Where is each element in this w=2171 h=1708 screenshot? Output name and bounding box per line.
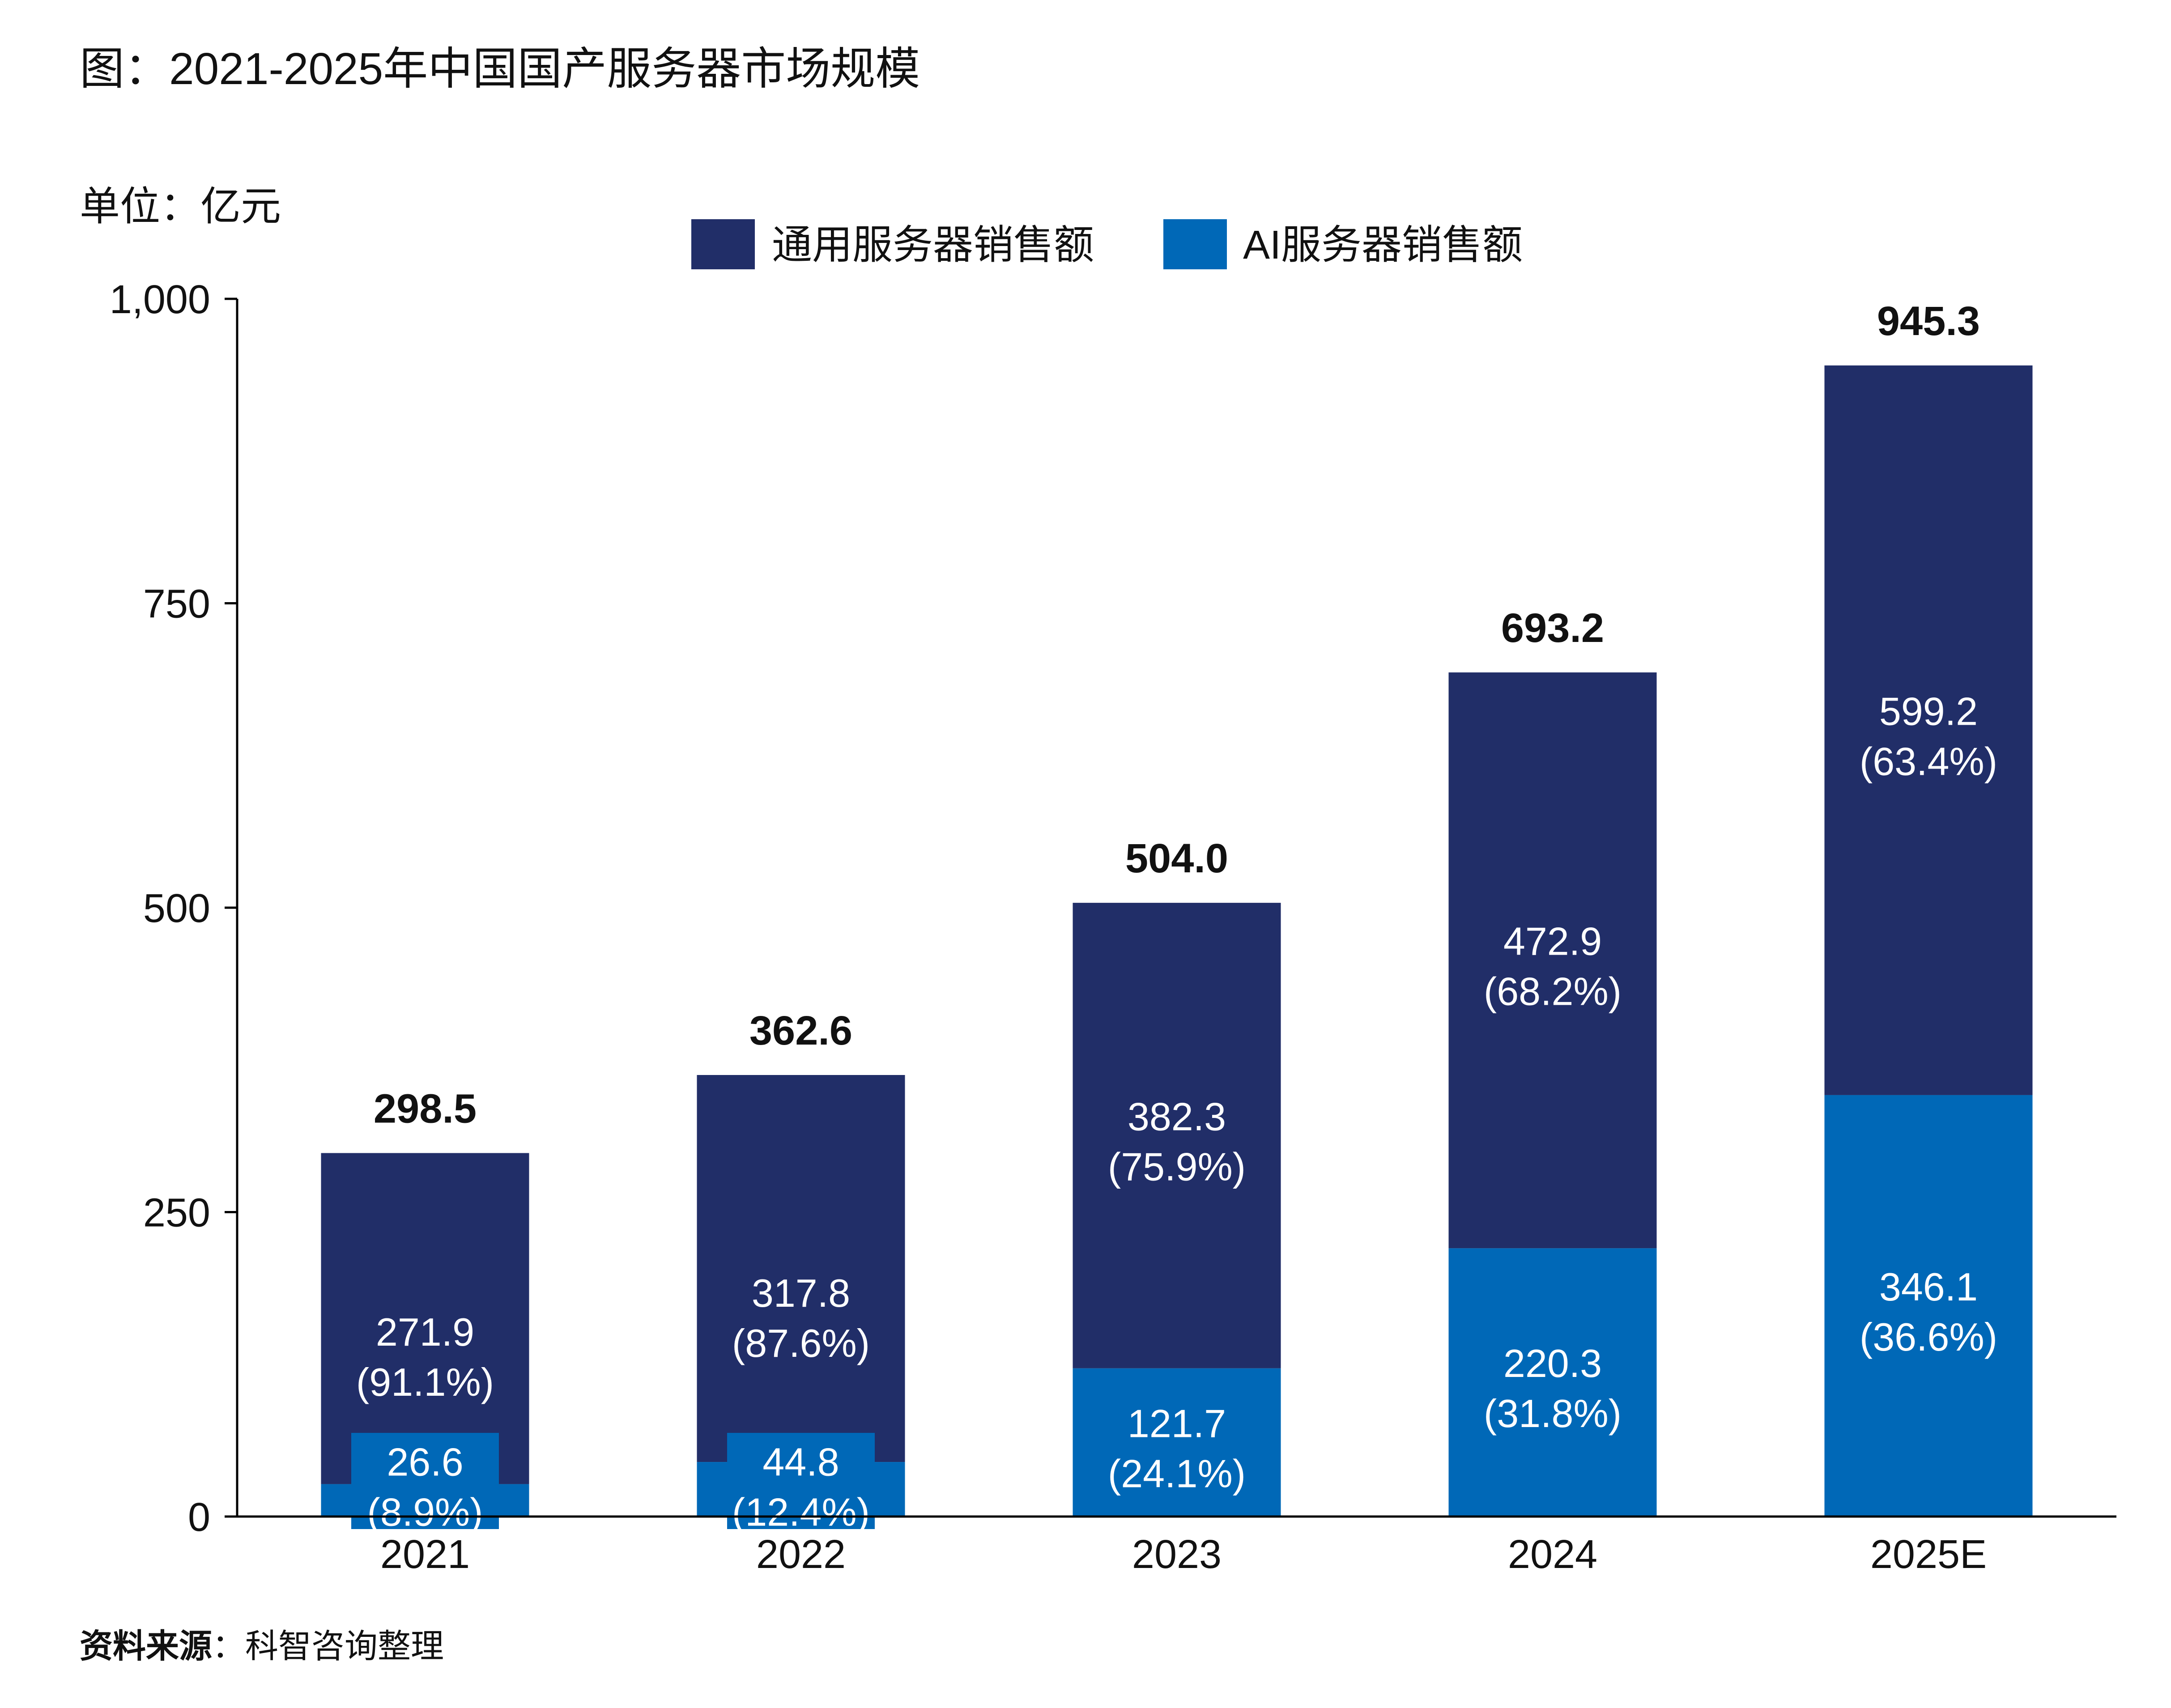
- x-tick-label-2023: 2023: [1132, 1532, 1222, 1577]
- general-value-label-2023: 382.3: [1128, 1094, 1226, 1139]
- x-tick-label-2022: 2022: [756, 1532, 846, 1577]
- ai-share-label-2024: (31.8%): [1484, 1391, 1622, 1436]
- bar-ai-2024: [1448, 1248, 1657, 1517]
- bar-ai-2023: [1073, 1368, 1281, 1517]
- general-share-label-2024: (68.2%): [1484, 969, 1622, 1014]
- x-tick-label-2024: 2024: [1508, 1532, 1597, 1577]
- y-tick-label-750: 750: [143, 582, 210, 627]
- general-value-label-2021: 271.9: [376, 1310, 474, 1354]
- ai-share-label-2021: (8.9%): [367, 1490, 483, 1534]
- y-tick-label-250: 250: [143, 1191, 210, 1236]
- ai-label-box-2022: [727, 1433, 875, 1529]
- chart-title: 图：2021-2025年中国国产服务器市场规模: [80, 44, 920, 94]
- y-tick-label-500: 500: [143, 886, 210, 931]
- y-tick-label-0: 0: [188, 1495, 210, 1540]
- bar-general-2025E: [1824, 365, 2033, 1095]
- general-value-label-2024: 472.9: [1503, 919, 1602, 964]
- x-tick-label-2021: 2021: [380, 1532, 470, 1577]
- bar-general-2022: [697, 1075, 905, 1462]
- y-tick-label-1000: 1,000: [110, 277, 210, 322]
- bar-general-2021: [321, 1153, 529, 1484]
- general-share-label-2021: (91.1%): [356, 1360, 494, 1404]
- total-label-2025E: 945.3: [1877, 298, 1980, 344]
- svg-text:资料来源：科智咨询整理: 资料来源：科智咨询整理: [80, 1627, 444, 1665]
- bar-ai-2025E: [1824, 1095, 2033, 1517]
- general-share-label-2022: (87.6%): [732, 1321, 870, 1365]
- general-value-label-2022: 317.8: [752, 1271, 850, 1315]
- ai-value-label-2023: 121.7: [1128, 1401, 1226, 1445]
- ai-value-label-2022: 44.8: [762, 1440, 839, 1484]
- bar-general-2023: [1073, 903, 1281, 1368]
- legend-swatch-ai: [1163, 219, 1227, 269]
- source-note: 资料来源：科智咨询整理: [80, 1627, 444, 1665]
- x-tick-label-2025E: 2025E: [1870, 1532, 1987, 1577]
- bar-general-2024: [1448, 672, 1657, 1249]
- total-label-2021: 298.5: [374, 1086, 477, 1131]
- ai-share-label-2025E: (36.6%): [1860, 1315, 1997, 1359]
- legend: 通用服务器销售额 AI服务器销售额: [691, 219, 1523, 269]
- ai-value-label-2025E: 346.1: [1879, 1265, 1978, 1309]
- legend-label-general: 通用服务器销售额: [772, 223, 1094, 268]
- legend-label-ai: AI服务器销售额: [1243, 223, 1523, 268]
- ai-value-label-2021: 26.6: [387, 1440, 463, 1484]
- total-label-2024: 693.2: [1501, 605, 1604, 651]
- source-text: ：科智咨询整理: [212, 1627, 444, 1665]
- source-label: 资料来源: [80, 1627, 212, 1665]
- ai-share-label-2022: (12.4%): [732, 1490, 870, 1534]
- ai-label-box-2021: [351, 1433, 499, 1529]
- legend-swatch-general: [691, 219, 755, 269]
- plot-area: 26.6 (8.9%) 271.9 (91.1%) 298.5 2021 44.8 (12.4…: [110, 277, 2116, 1577]
- total-label-2023: 504.0: [1125, 836, 1228, 881]
- ai-share-label-2023: (24.1%): [1108, 1451, 1246, 1496]
- total-label-2022: 362.6: [749, 1008, 852, 1054]
- general-share-label-2023: (75.9%): [1108, 1144, 1246, 1189]
- ai-value-label-2024: 220.3: [1503, 1341, 1602, 1385]
- general-share-label-2025E: (63.4%): [1860, 739, 1997, 783]
- unit-label: 单位：亿元: [80, 184, 281, 229]
- general-value-label-2025E: 599.2: [1879, 689, 1978, 733]
